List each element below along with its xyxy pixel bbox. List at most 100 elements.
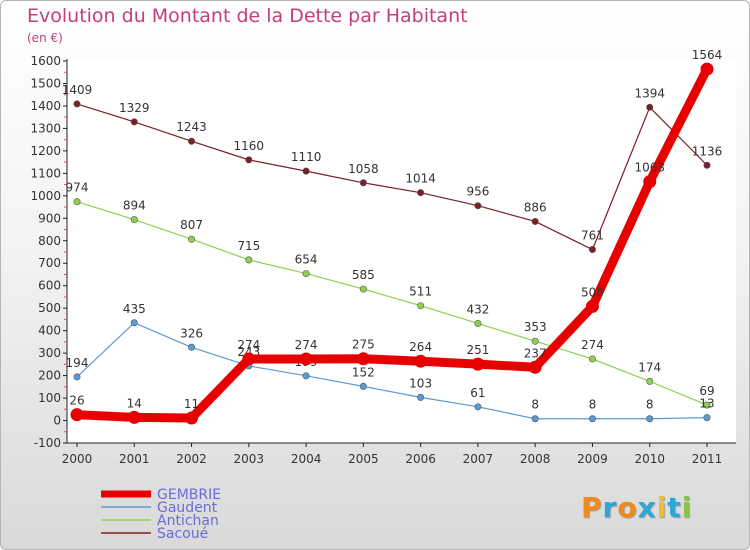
data-label-antichan: 511 [409, 285, 432, 299]
logo-letter: P [581, 491, 603, 524]
data-point-gembrie [643, 175, 657, 189]
data-point-sacoue [245, 156, 253, 164]
legend-label-gaudent: Gaudent [157, 500, 218, 516]
data-point-gaudent [531, 415, 539, 423]
y-tick-label: 800 [38, 234, 61, 248]
data-label-gaudent: 326 [180, 326, 203, 340]
data-point-gaudent [188, 343, 196, 351]
data-label-gembrie: 14 [127, 396, 142, 410]
data-label-gaudent: 13 [699, 397, 714, 411]
data-point-gembrie [299, 352, 313, 366]
data-point-sacoue [359, 179, 367, 187]
data-label-gembrie: 11 [184, 397, 199, 411]
y-tick-label: 1100 [30, 166, 61, 180]
data-label-gembrie: 264 [409, 340, 432, 354]
y-unit-label: (en €) [27, 31, 63, 45]
data-label-sacoue: 1394 [634, 86, 665, 100]
data-label-antichan: 974 [66, 181, 89, 195]
x-tick-label: 2011 [692, 452, 723, 466]
data-point-gembrie [700, 62, 714, 76]
x-tick-label: 2004 [291, 452, 322, 466]
data-point-antichan [188, 235, 196, 243]
x-tick-label: 2009 [577, 452, 608, 466]
logo-letter: i [656, 491, 668, 524]
data-point-gembrie [356, 352, 370, 366]
logo-letter: o [617, 491, 638, 524]
data-point-sacoue [703, 161, 711, 169]
data-label-gembrie: 237 [524, 346, 547, 360]
y-tick-label: 200 [38, 369, 61, 383]
data-point-antichan [130, 216, 138, 224]
data-point-gembrie [242, 352, 256, 366]
y-tick-label: 700 [38, 256, 61, 270]
x-tick-label: 2007 [463, 452, 494, 466]
chart-title: Evolution du Montant de la Dette par Hab… [27, 5, 468, 27]
data-point-sacoue [646, 103, 654, 111]
y-tick-label: 1300 [30, 121, 61, 135]
data-point-gembrie [528, 360, 542, 374]
y-tick-label: 100 [38, 391, 61, 405]
data-point-sacoue [474, 202, 482, 210]
data-label-antichan: 585 [352, 268, 375, 282]
data-label-sacoue: 1409 [62, 83, 93, 97]
data-label-gaudent: 61 [470, 386, 485, 400]
data-point-sacoue [73, 100, 81, 108]
data-label-gaudent: 8 [646, 398, 654, 412]
x-tick-label: 2000 [62, 452, 93, 466]
series-line-sacoue [76, 103, 708, 251]
data-point-gembrie [70, 408, 84, 422]
y-tick-label: 500 [38, 301, 61, 315]
data-point-antichan [646, 377, 654, 385]
data-point-gaudent [130, 319, 138, 327]
data-point-gaudent [359, 382, 367, 390]
data-label-antichan: 894 [123, 199, 146, 213]
x-tick-label: 2005 [348, 452, 379, 466]
data-label-gembrie: 508 [581, 285, 604, 299]
data-point-antichan [245, 256, 253, 264]
data-point-antichan [703, 401, 711, 409]
data-point-sacoue [417, 189, 425, 197]
y-tick-label: 900 [38, 211, 61, 225]
data-label-sacoue: 1110 [291, 150, 322, 164]
data-label-gaudent: 8 [531, 398, 539, 412]
data-label-gaudent: 103 [409, 376, 432, 390]
data-label-gembrie: 274 [295, 338, 318, 352]
data-point-gaudent [417, 393, 425, 401]
x-tick-label: 2003 [234, 452, 265, 466]
data-label-sacoue: 956 [466, 185, 489, 199]
y-tick-label: 400 [38, 324, 61, 338]
y-tick-label: 1000 [30, 189, 61, 203]
proxiti-logo: Proxiti [581, 491, 692, 524]
data-label-antichan: 715 [237, 239, 260, 253]
x-tick-label: 2010 [634, 452, 665, 466]
data-label-sacoue: 886 [524, 200, 547, 214]
data-label-gembrie: 1063 [634, 161, 665, 175]
data-point-gaudent [646, 415, 654, 423]
y-tick-label: 600 [38, 279, 61, 293]
data-label-gaudent: 8 [589, 398, 597, 412]
data-point-antichan [588, 355, 596, 363]
data-label-sacoue: 1014 [405, 172, 436, 186]
x-tick-label: 2008 [520, 452, 551, 466]
x-tick-label: 2001 [119, 452, 150, 466]
data-label-antichan: 654 [295, 253, 318, 267]
data-label-gaudent: 194 [66, 356, 89, 370]
data-point-sacoue [531, 217, 539, 225]
data-label-sacoue: 1136 [692, 144, 723, 158]
data-label-gaudent: 152 [352, 365, 375, 379]
data-point-gaudent [474, 403, 482, 411]
legend-label-sacoue: Sacoué [157, 526, 208, 542]
y-tick-label: 1600 [30, 54, 61, 68]
series-line-gembrie [72, 64, 712, 423]
series-line-gaudent [76, 322, 708, 420]
data-label-gembrie: 26 [69, 394, 84, 408]
data-point-antichan [359, 285, 367, 293]
x-tick-label: 2006 [405, 452, 436, 466]
data-label-antichan: 174 [638, 360, 661, 374]
data-label-antichan: 432 [466, 302, 489, 316]
data-label-sacoue: 1160 [234, 139, 265, 153]
y-tick-label: 1400 [30, 99, 61, 113]
data-point-sacoue [302, 167, 310, 175]
